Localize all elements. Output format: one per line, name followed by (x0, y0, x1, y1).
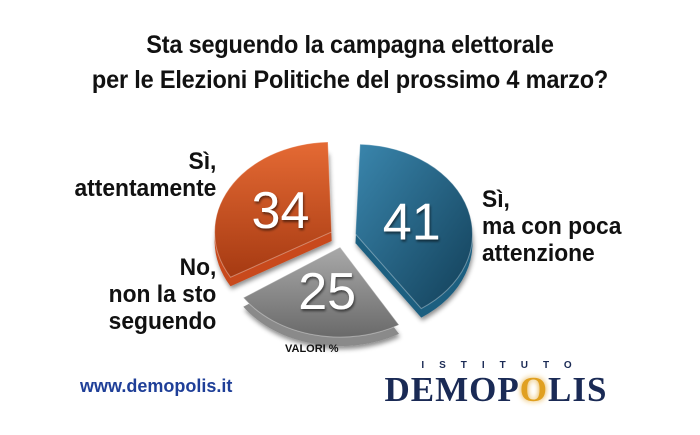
label-no-line-3: seguendo (108, 308, 216, 335)
label-poca-attenzione: Sì, ma con poca attenzione (482, 186, 621, 267)
website-link[interactable]: www.demopolis.it (80, 376, 233, 396)
logo-wordmark: DEMOPOLIS (384, 370, 608, 409)
unit-label: VALORI % (285, 343, 339, 355)
label-non-seguendo: No, non la sto seguendo (108, 254, 216, 335)
pie-value-0: 34 (252, 182, 310, 240)
chart-title: Sta seguendo la campagna elettorale per … (21, 28, 679, 98)
pie-slice-2 (242, 246, 400, 338)
pie-slice-0 (214, 141, 333, 278)
logo-accent-letter: O (519, 370, 549, 409)
label-attentamente-line-1: Sì, (188, 148, 216, 175)
label-attentamente-line-2: attentamente (74, 175, 216, 202)
label-attentamente: Sì, attentamente (74, 148, 216, 202)
label-no-line-2: non la sto (108, 281, 216, 308)
demopolis-logo: ISTITUTO DEMOPOLIS (378, 360, 614, 409)
label-poca-line-1: Sì, (482, 186, 510, 213)
label-poca-line-2: ma con poca (482, 213, 622, 240)
title-line-1: Sta seguendo la campagna elettorale (146, 31, 554, 59)
title-line-2: per le Elezioni Politiche del prossimo 4… (91, 66, 609, 94)
pie-value-1: 41 (383, 194, 441, 252)
logo-subtitle: ISTITUTO (421, 360, 587, 371)
label-no-line-1: No, (179, 254, 216, 281)
pie-slice-1 (354, 143, 473, 310)
label-poca-line-3: attenzione (482, 240, 595, 267)
pie-value-2: 25 (298, 263, 356, 321)
